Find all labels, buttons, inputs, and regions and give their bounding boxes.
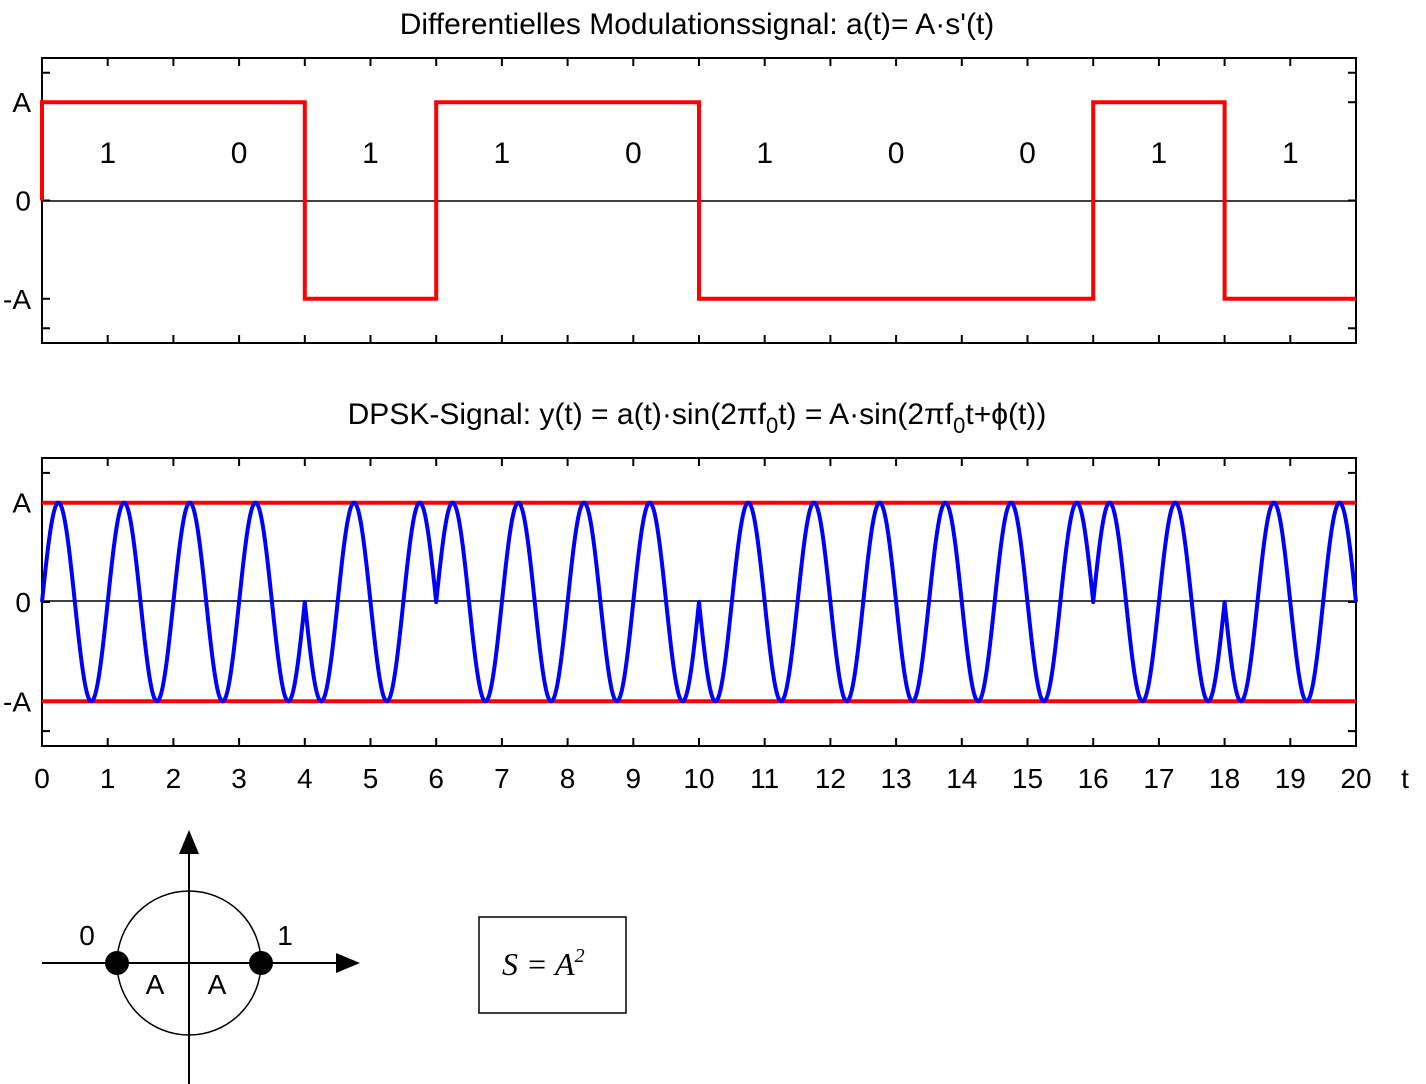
constellation-points — [105, 951, 273, 975]
x-tick-label: 4 — [297, 763, 313, 794]
x-tick-label: 0 — [34, 763, 50, 794]
bit-label: 0 — [1019, 137, 1036, 170]
x-tick-label: 10 — [683, 763, 714, 794]
x-tick-label: 14 — [946, 763, 977, 794]
arrow-right-icon — [336, 953, 360, 973]
x-tick-label: 17 — [1143, 763, 1174, 794]
constellation-point — [249, 951, 273, 975]
bit-label: 1 — [494, 137, 511, 170]
chart-title-text: t) = A·sin(2πf — [778, 398, 954, 431]
chart-title: Differentielles Modulationssignal: a(t)=… — [400, 8, 995, 41]
constellation-diagram: 0 1 A A — [42, 830, 360, 1084]
chart-title-subscript: 0 — [766, 413, 778, 438]
formula-text: S = A2 — [502, 945, 585, 982]
y-tick-label: A — [12, 488, 31, 519]
tick-marks — [41, 58, 1357, 343]
x-tick-label: 3 — [231, 763, 247, 794]
modulation-signal-chart: Differentielles Modulationssignal: a(t)=… — [3, 8, 1357, 344]
x-tick-labels: 0 1 2 3 4 5 6 7 8 9 10 11 12 13 14 15 16 17 18 19 20 — [34, 763, 1371, 794]
dpsk-signal-chart: DPSK-Signal: y(t) = a(t)·sin(2πf0t) = A·… — [3, 398, 1409, 794]
constellation-point — [105, 951, 129, 975]
x-tick-label: 13 — [881, 763, 912, 794]
x-tick-label: 16 — [1078, 763, 1109, 794]
y-tick-labels: A 0 -A — [3, 87, 31, 315]
y-tick-label: -A — [3, 284, 31, 315]
y-tick-label: A — [12, 87, 31, 118]
chart-title-text: DPSK-Signal: y(t) = a(t)·sin(2πf — [348, 398, 767, 431]
chart-title-subscript: 0 — [953, 413, 965, 438]
x-tick-label: 1 — [100, 763, 116, 794]
x-tick-label: 20 — [1340, 763, 1371, 794]
y-tick-label: 0 — [15, 587, 31, 618]
chart-title-text: Differentielles Modulationssignal: a(t)=… — [400, 8, 995, 41]
bit-label: 1 — [362, 137, 379, 170]
y-tick-labels: A 0 -A — [3, 488, 31, 718]
x-tick-label: 19 — [1275, 763, 1306, 794]
envelope-lines — [42, 500, 1356, 704]
x-axis-label: t — [1401, 763, 1409, 794]
bit-label: 1 — [1151, 137, 1168, 170]
bit-labels: 1 0 1 1 0 1 0 0 1 1 — [99, 137, 1298, 170]
radius-label: A — [146, 969, 165, 1000]
modulation-step-line — [40, 100, 1356, 301]
x-tick-label: 8 — [560, 763, 576, 794]
bit-label: 1 — [99, 137, 116, 170]
x-tick-label: 12 — [815, 763, 846, 794]
x-tick-label: 6 — [428, 763, 444, 794]
chart-title-text: t+ϕ(t)) — [965, 398, 1046, 431]
formula-exponent: 2 — [575, 945, 585, 967]
x-tick-label: 5 — [363, 763, 379, 794]
x-tick-label: 2 — [166, 763, 182, 794]
dpsk-waveform — [40, 500, 1358, 704]
y-tick-label: -A — [3, 686, 31, 717]
bit-label: 0 — [888, 137, 905, 170]
x-tick-label: 18 — [1209, 763, 1240, 794]
x-tick-label: 7 — [494, 763, 510, 794]
x-tick-label: 9 — [626, 763, 642, 794]
formula-frame — [478, 916, 627, 1014]
x-tick-label: 15 — [1012, 763, 1043, 794]
constellation-point-label: 0 — [79, 920, 95, 951]
formula-base: S = A — [502, 946, 575, 982]
bit-label: 1 — [756, 137, 773, 170]
arrow-up-icon — [179, 830, 199, 854]
chart-title: DPSK-Signal: y(t) = a(t)·sin(2πf0t) = A·… — [348, 398, 1047, 438]
bit-label: 1 — [1282, 137, 1299, 170]
bit-label: 0 — [625, 137, 642, 170]
radius-label: A — [208, 969, 227, 1000]
y-tick-label: 0 — [15, 186, 31, 217]
constellation-labels: 0 1 A A — [79, 920, 293, 1000]
bit-label: 0 — [231, 137, 248, 170]
x-tick-label: 11 — [750, 763, 779, 794]
constellation-point-label: 1 — [277, 920, 293, 951]
signal-power-formula: S = A2 — [478, 916, 627, 1014]
